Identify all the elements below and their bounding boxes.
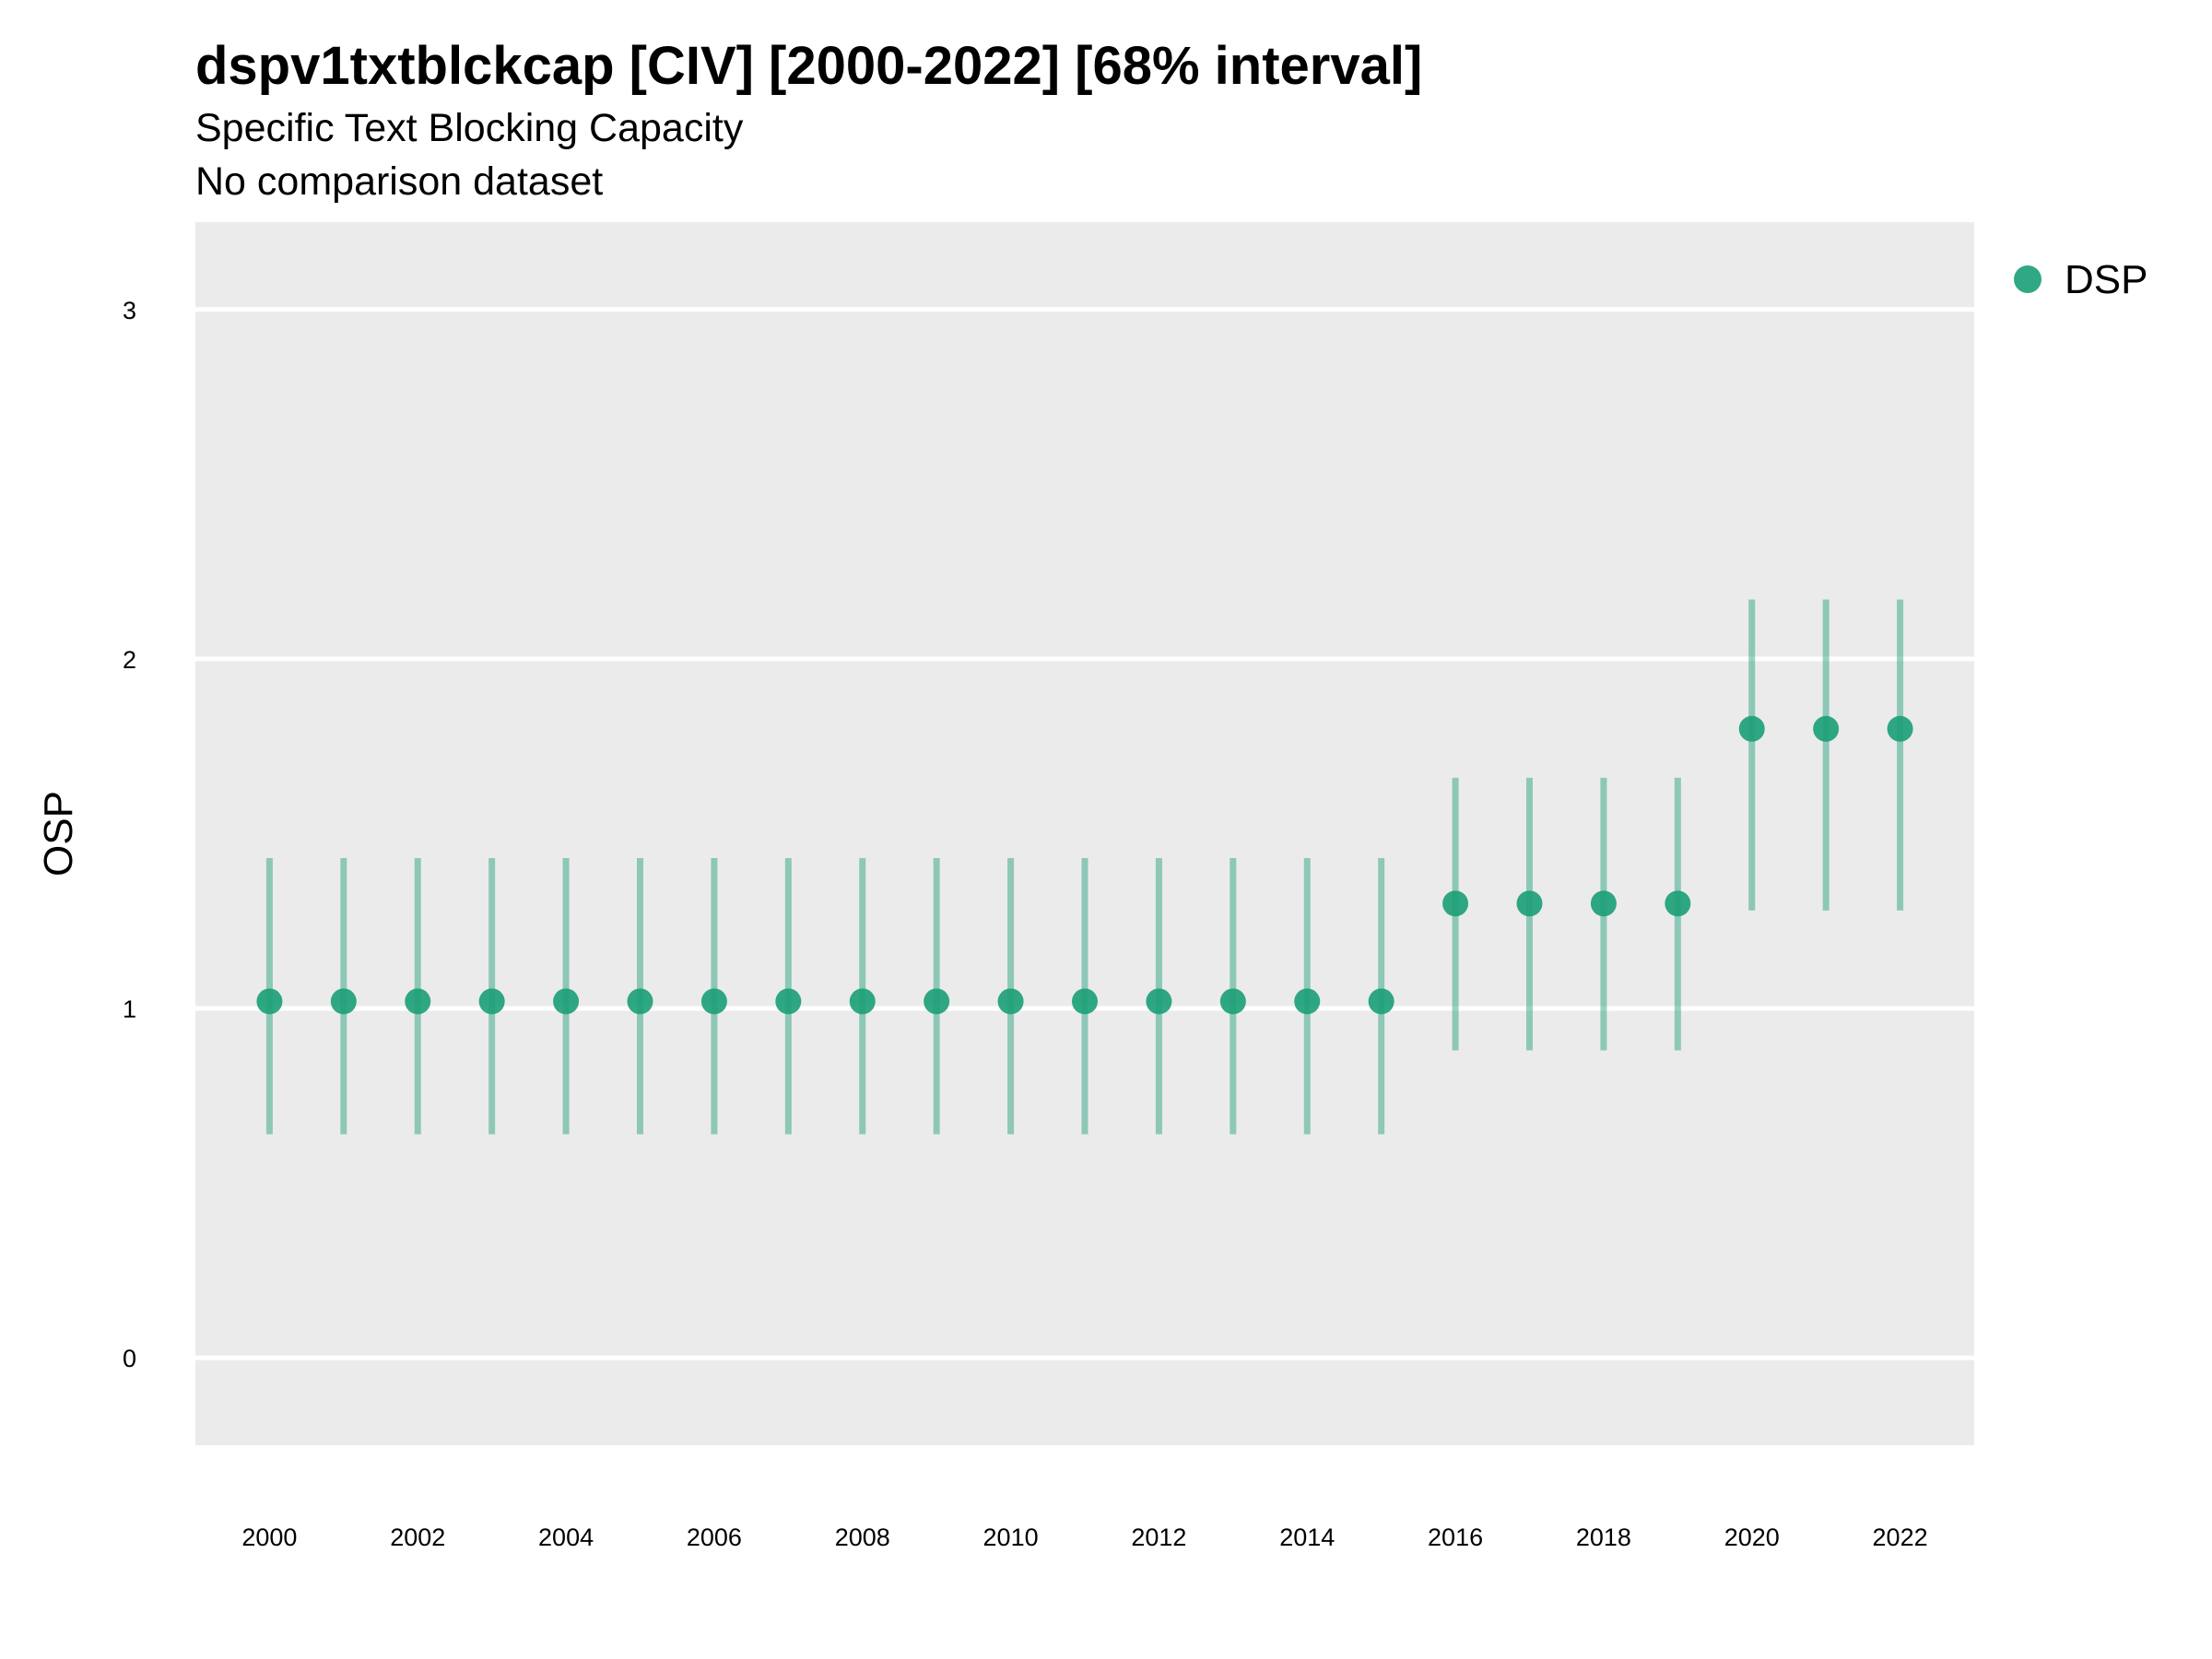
y-tick-label: 1	[123, 995, 136, 1023]
legend-label-dsp: DSP	[2065, 257, 2147, 302]
chart-title: dspv1txtblckcap [CIV] [2000-2022] [68% i…	[195, 36, 1423, 96]
data-point	[1516, 890, 1543, 917]
x-tick-label: 2022	[1873, 1524, 1928, 1551]
chart-subtitle: Specific Text Blocking Capacity	[195, 106, 744, 150]
x-tick-label: 2014	[1279, 1524, 1335, 1551]
data-point	[1813, 715, 1840, 742]
x-tick-label: 2016	[1428, 1524, 1483, 1551]
data-point	[330, 988, 357, 1015]
data-point	[1887, 715, 1913, 742]
x-tick-label: 2010	[983, 1524, 1039, 1551]
x-tick-label: 2004	[538, 1524, 594, 1551]
data-points	[256, 715, 1913, 1015]
data-point	[405, 988, 431, 1015]
x-tick-label: 2006	[687, 1524, 742, 1551]
x-tick-label: 2008	[835, 1524, 890, 1551]
data-point	[924, 988, 950, 1015]
x-tick-label: 2020	[1724, 1524, 1780, 1551]
data-point	[1665, 890, 1691, 917]
legend: DSP	[2014, 257, 2147, 302]
data-point	[1219, 988, 1246, 1015]
x-axis-ticks: 2000 2002 2004 2006 2008 2010 2012 2014 2016 2018…	[241, 1524, 1927, 1551]
data-point	[627, 988, 653, 1015]
data-point	[775, 988, 802, 1015]
data-point	[256, 988, 283, 1015]
y-tick-label: 3	[123, 297, 136, 324]
data-point	[997, 988, 1024, 1015]
y-axis-ticks: 0 1 2 3	[123, 297, 136, 1372]
x-tick-label: 2002	[390, 1524, 445, 1551]
y-tick-label: 0	[123, 1345, 136, 1372]
x-tick-label: 2012	[1131, 1524, 1186, 1551]
data-point	[478, 988, 505, 1015]
data-point	[1590, 890, 1617, 917]
y-tick-label: 2	[123, 646, 136, 674]
data-point	[1368, 988, 1394, 1015]
legend-swatch-dsp	[2014, 265, 2041, 293]
plot-panel	[195, 222, 1974, 1445]
data-point	[849, 988, 876, 1015]
data-point	[1442, 890, 1469, 917]
chart-caption: No comparison dataset	[195, 159, 604, 204]
data-point	[700, 988, 727, 1015]
data-point	[1072, 988, 1098, 1015]
data-point	[1294, 988, 1321, 1015]
x-tick-label: 2018	[1576, 1524, 1631, 1551]
data-point	[1738, 715, 1765, 742]
data-point	[553, 988, 580, 1015]
y-axis-title: OSP	[36, 791, 81, 877]
data-point	[1146, 988, 1172, 1015]
x-tick-label: 2000	[241, 1524, 297, 1551]
